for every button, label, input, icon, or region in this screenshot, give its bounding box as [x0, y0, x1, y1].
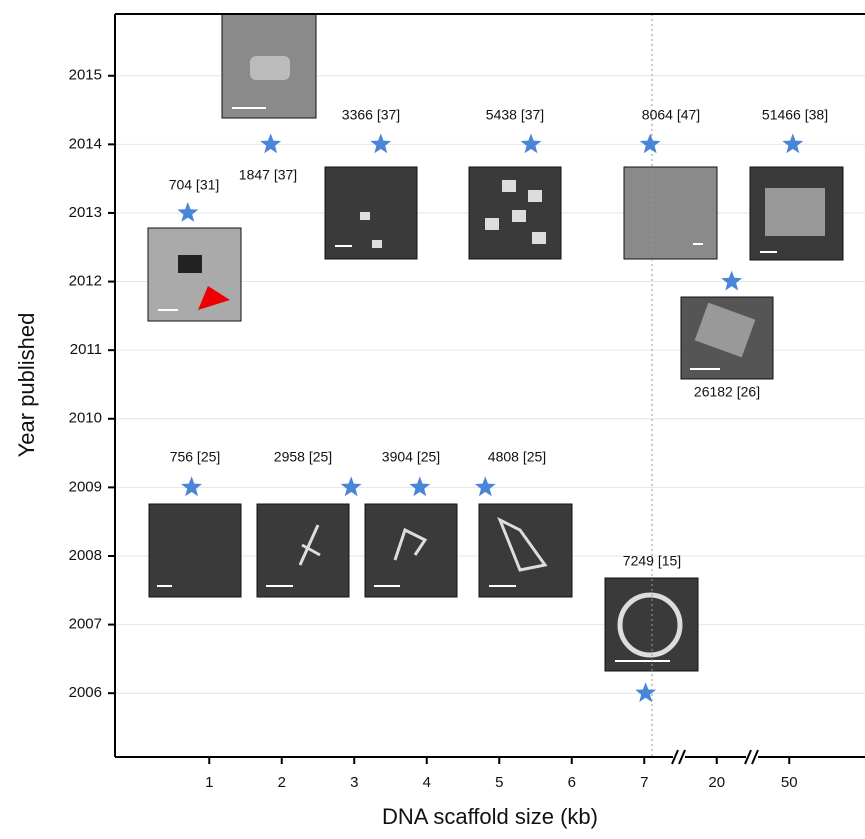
- micrograph: [257, 504, 349, 597]
- point-label: 5438 [37]: [486, 107, 544, 123]
- x-axis-title: DNA scaffold size (kb): [382, 804, 598, 829]
- x-tick-label: 3: [350, 774, 358, 791]
- x-tick-label: 2: [278, 774, 286, 791]
- sheet: [765, 188, 825, 236]
- y-tick-label: 2010: [69, 410, 102, 427]
- particle: [485, 218, 499, 230]
- y-tick-label: 2009: [69, 478, 102, 495]
- star-marker: [177, 202, 198, 222]
- y-axis-title: Year published: [14, 313, 39, 458]
- x-tick-label: 6: [568, 774, 576, 791]
- star-marker: [370, 133, 391, 153]
- particle: [528, 190, 542, 202]
- y-tick-label: 2013: [69, 204, 102, 221]
- particle: [502, 180, 516, 192]
- y-tick-label: 2008: [69, 547, 102, 564]
- micrograph: [479, 504, 572, 597]
- star-marker: [635, 682, 656, 702]
- y-tick-label: 2006: [69, 684, 102, 701]
- point-label: 7249 [15]: [623, 553, 681, 569]
- star-marker: [341, 476, 362, 496]
- micrograph: [149, 504, 241, 597]
- star-marker: [721, 271, 742, 291]
- x-tick-label: 50: [781, 774, 798, 791]
- x-tick-label: 5: [495, 774, 503, 791]
- point-label: 1847 [37]: [239, 167, 297, 183]
- point-label: 3904 [25]: [382, 449, 440, 465]
- star-marker: [782, 133, 803, 153]
- star-marker: [181, 476, 202, 496]
- micrograph: [148, 228, 241, 321]
- particle: [250, 56, 290, 80]
- particle: [372, 240, 382, 248]
- particle: [178, 255, 202, 273]
- star-marker: [409, 476, 430, 496]
- x-tick-label: 4: [423, 774, 431, 791]
- y-tick-label: 2011: [70, 341, 102, 358]
- point-label: 3366 [37]: [342, 107, 400, 123]
- point-label: 26182 [26]: [694, 384, 760, 400]
- star-marker: [521, 133, 542, 153]
- x-tick-label: 1: [205, 774, 213, 791]
- micrograph: [624, 167, 717, 259]
- point-label: 4808 [25]: [488, 449, 546, 465]
- point-label: 2958 [25]: [274, 449, 332, 465]
- star-marker: [640, 133, 661, 153]
- x-tick-label: 7: [640, 774, 648, 791]
- point-label: 704 [31]: [169, 177, 220, 193]
- point-label: 756 [25]: [170, 449, 221, 465]
- particle: [532, 232, 546, 244]
- star-marker: [260, 133, 281, 153]
- x-tick-label: 20: [708, 774, 725, 791]
- point-label: 51466 [38]: [762, 107, 828, 123]
- particle: [512, 210, 526, 222]
- y-tick-label: 2015: [69, 67, 102, 84]
- point-label: 8064 [47]: [642, 107, 700, 123]
- y-tick-label: 2012: [69, 273, 102, 290]
- star-marker: [475, 476, 496, 496]
- micrograph: [365, 504, 457, 597]
- y-tick-label: 2007: [69, 616, 102, 633]
- y-tick-label: 2014: [69, 135, 102, 152]
- chart: DNA scaffold size (kb) Year published 70…: [0, 0, 865, 834]
- particle: [360, 212, 370, 220]
